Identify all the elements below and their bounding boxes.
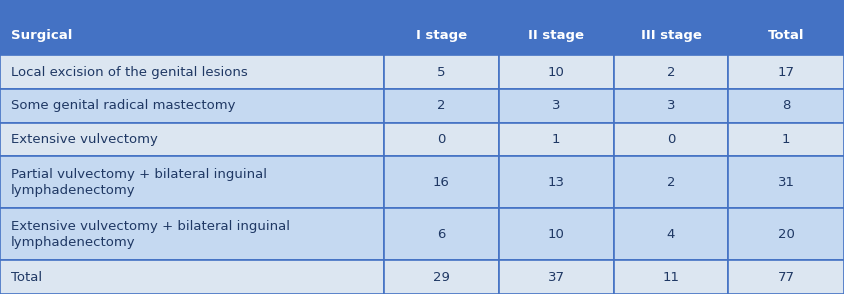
Text: 4: 4 xyxy=(667,228,675,241)
Text: 13: 13 xyxy=(548,176,565,189)
Bar xyxy=(0,15,384,56)
Text: 16: 16 xyxy=(433,176,450,189)
Bar xyxy=(614,56,728,89)
Bar xyxy=(384,123,499,156)
Bar xyxy=(0,123,384,156)
Text: 0: 0 xyxy=(667,133,675,146)
Bar xyxy=(0,208,384,260)
Bar xyxy=(384,89,499,123)
Text: 5: 5 xyxy=(437,66,446,79)
Bar xyxy=(384,15,499,56)
Text: 8: 8 xyxy=(782,99,790,112)
Text: 6: 6 xyxy=(437,228,446,241)
Bar xyxy=(728,56,844,89)
Text: Some genital radical mastectomy: Some genital radical mastectomy xyxy=(11,99,235,112)
Bar xyxy=(499,56,614,89)
Bar xyxy=(0,56,384,89)
Bar xyxy=(728,15,844,56)
Text: 17: 17 xyxy=(777,66,795,79)
Bar xyxy=(728,0,844,15)
Bar xyxy=(499,0,614,15)
Text: III stage: III stage xyxy=(641,29,701,42)
Text: 1: 1 xyxy=(552,133,560,146)
Text: Total: Total xyxy=(768,29,804,42)
Text: Total: Total xyxy=(11,271,42,284)
Text: 2: 2 xyxy=(667,176,675,189)
Bar xyxy=(728,156,844,208)
Bar xyxy=(499,208,614,260)
Bar xyxy=(614,260,728,294)
Bar xyxy=(499,89,614,123)
Bar xyxy=(728,123,844,156)
Text: 3: 3 xyxy=(667,99,675,112)
Text: Extensive vulvectomy: Extensive vulvectomy xyxy=(11,133,158,146)
Text: I stage: I stage xyxy=(416,29,467,42)
Bar xyxy=(728,208,844,260)
Text: II stage: II stage xyxy=(528,29,584,42)
Text: 0: 0 xyxy=(437,133,446,146)
Text: 3: 3 xyxy=(552,99,560,112)
Text: Local excision of the genital lesions: Local excision of the genital lesions xyxy=(11,66,248,79)
Text: 37: 37 xyxy=(548,271,565,284)
Bar xyxy=(728,89,844,123)
Text: Extensive vulvectomy + bilateral inguinal
lymphadenectomy: Extensive vulvectomy + bilateral inguina… xyxy=(11,220,290,249)
Bar xyxy=(384,208,499,260)
Text: 31: 31 xyxy=(777,176,795,189)
Bar xyxy=(614,208,728,260)
Bar xyxy=(499,123,614,156)
Bar xyxy=(0,89,384,123)
Bar xyxy=(384,56,499,89)
Text: Surgical: Surgical xyxy=(11,29,73,42)
Bar xyxy=(499,156,614,208)
Bar xyxy=(728,260,844,294)
Text: 2: 2 xyxy=(667,66,675,79)
Text: 10: 10 xyxy=(548,66,565,79)
Bar xyxy=(384,0,499,15)
Bar xyxy=(384,260,499,294)
Bar xyxy=(0,260,384,294)
Text: 1: 1 xyxy=(782,133,791,146)
Bar xyxy=(499,260,614,294)
Text: 10: 10 xyxy=(548,228,565,241)
Bar xyxy=(0,156,384,208)
Bar xyxy=(0,0,384,15)
Text: 11: 11 xyxy=(663,271,679,284)
Bar xyxy=(499,15,614,56)
Text: 20: 20 xyxy=(778,228,794,241)
Text: 29: 29 xyxy=(433,271,450,284)
Bar xyxy=(614,15,728,56)
Text: 77: 77 xyxy=(777,271,795,284)
Text: 2: 2 xyxy=(437,99,446,112)
Bar xyxy=(614,0,728,15)
Bar xyxy=(384,156,499,208)
Bar xyxy=(614,123,728,156)
Bar xyxy=(614,89,728,123)
Text: Partial vulvectomy + bilateral inguinal
lymphadenectomy: Partial vulvectomy + bilateral inguinal … xyxy=(11,168,267,196)
Bar xyxy=(614,156,728,208)
